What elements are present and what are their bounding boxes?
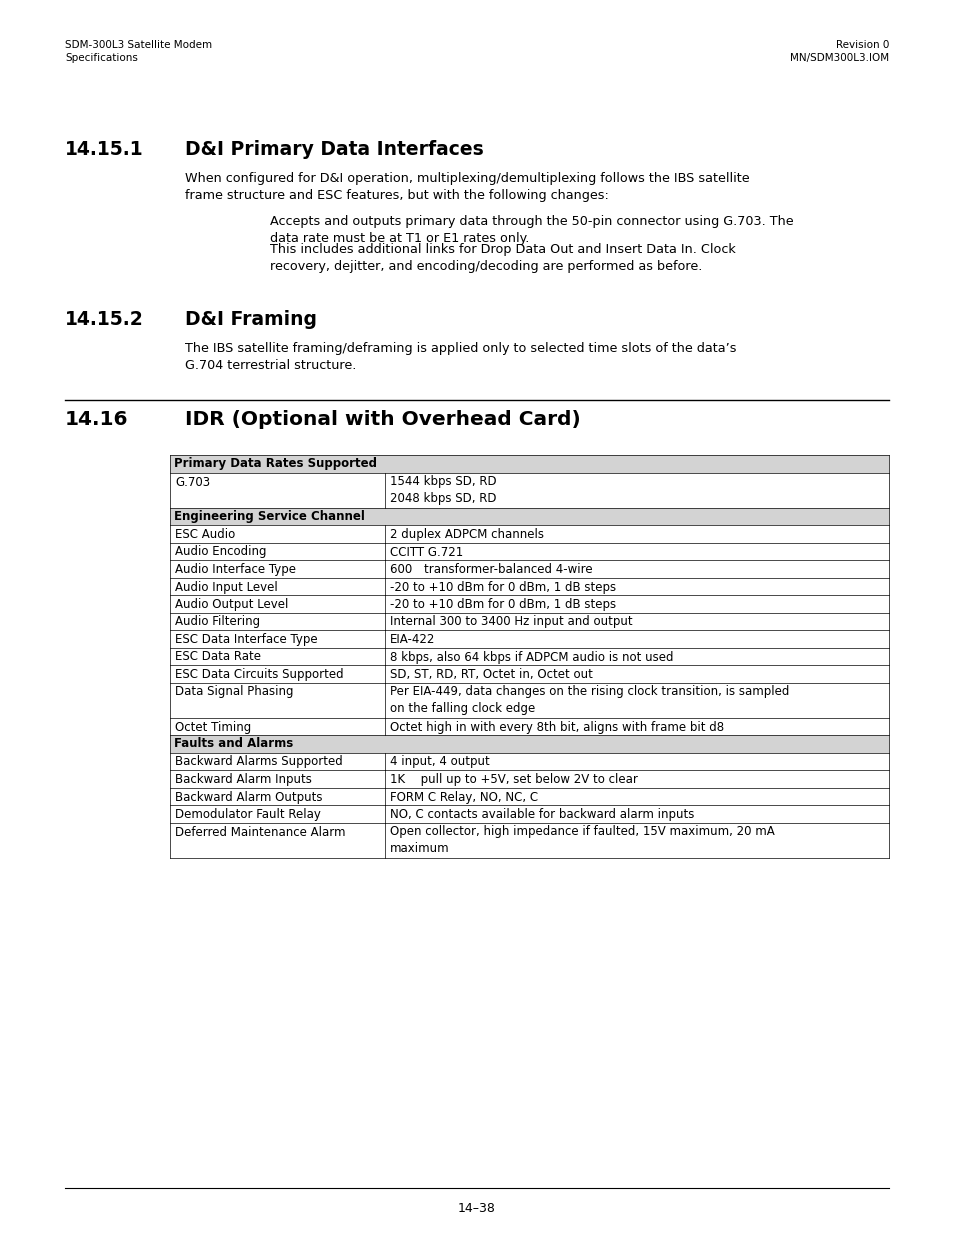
Text: -20 to +10 dBm for 0 dBm, 1 dB steps: -20 to +10 dBm for 0 dBm, 1 dB steps xyxy=(390,580,616,594)
Text: Revision 0: Revision 0 xyxy=(835,40,888,49)
Bar xyxy=(170,473,888,508)
Bar xyxy=(170,542,888,559)
Bar xyxy=(170,805,888,823)
Text: Demodulator Fault Relay: Demodulator Fault Relay xyxy=(174,808,320,821)
Bar xyxy=(170,508,888,525)
Text: MN/SDM300L3.IOM: MN/SDM300L3.IOM xyxy=(789,53,888,63)
Text: EIA-422: EIA-422 xyxy=(390,634,435,646)
Text: FORM C Relay, NO, NC, C: FORM C Relay, NO, NC, C xyxy=(390,790,537,804)
Text: SDM-300L3 Satellite Modem: SDM-300L3 Satellite Modem xyxy=(65,40,212,49)
Text: Open collector, high impedance if faulted, 15V maximum, 20 mA
maximum: Open collector, high impedance if faulte… xyxy=(390,825,774,855)
Text: IDR (Optional with Overhead Card): IDR (Optional with Overhead Card) xyxy=(185,410,580,429)
Bar xyxy=(170,769,888,788)
Bar xyxy=(170,595,888,613)
Text: 1544 kbps SD, RD
2048 kbps SD, RD: 1544 kbps SD, RD 2048 kbps SD, RD xyxy=(390,475,497,505)
Text: 14.16: 14.16 xyxy=(65,410,129,429)
Bar xyxy=(170,559,888,578)
Text: Audio Input Level: Audio Input Level xyxy=(174,580,277,594)
Text: D&I Framing: D&I Framing xyxy=(185,310,316,329)
Text: 4 input, 4 output: 4 input, 4 output xyxy=(390,756,489,768)
Text: 14.15.1: 14.15.1 xyxy=(65,140,144,159)
Text: ESC Audio: ESC Audio xyxy=(174,529,235,541)
Text: D&I Primary Data Interfaces: D&I Primary Data Interfaces xyxy=(185,140,483,159)
Bar xyxy=(170,647,888,664)
Text: Backward Alarm Inputs: Backward Alarm Inputs xyxy=(174,773,312,785)
Text: This includes additional links for Drop Data Out and Insert Data In. Clock
recov: This includes additional links for Drop … xyxy=(270,243,735,273)
Text: Audio Filtering: Audio Filtering xyxy=(174,615,260,629)
Text: Audio Encoding: Audio Encoding xyxy=(174,546,266,558)
Text: 600 transformer-balanced 4-wire: 600 transformer-balanced 4-wire xyxy=(390,563,592,576)
Text: Backward Alarm Outputs: Backward Alarm Outputs xyxy=(174,790,322,804)
Text: Audio Output Level: Audio Output Level xyxy=(174,598,288,611)
Text: Audio Interface Type: Audio Interface Type xyxy=(174,563,295,576)
Bar xyxy=(170,735,888,752)
Text: The IBS satellite framing/deframing is applied only to selected time slots of th: The IBS satellite framing/deframing is a… xyxy=(185,342,736,372)
Text: 14.15.2: 14.15.2 xyxy=(65,310,144,329)
Bar xyxy=(170,823,888,857)
Text: 1K  pull up to +5V, set below 2V to clear: 1K pull up to +5V, set below 2V to clear xyxy=(390,773,638,785)
Text: ESC Data Circuits Supported: ESC Data Circuits Supported xyxy=(174,668,343,680)
Bar xyxy=(170,578,888,595)
Text: ESC Data Interface Type: ESC Data Interface Type xyxy=(174,634,317,646)
Text: Engineering Service Channel: Engineering Service Channel xyxy=(173,510,364,522)
Text: 14–38: 14–38 xyxy=(457,1202,496,1215)
Text: 8 kbps, also 64 kbps if ADPCM audio is not used: 8 kbps, also 64 kbps if ADPCM audio is n… xyxy=(390,651,673,663)
Text: Octet Timing: Octet Timing xyxy=(174,720,251,734)
Text: Deferred Maintenance Alarm: Deferred Maintenance Alarm xyxy=(174,825,345,839)
Bar xyxy=(170,525,888,542)
Bar xyxy=(170,718,888,735)
Text: Faults and Alarms: Faults and Alarms xyxy=(173,737,293,750)
Text: Per EIA-449, data changes on the rising clock transition, is sampled
on the fall: Per EIA-449, data changes on the rising … xyxy=(390,685,788,715)
Bar xyxy=(170,683,888,718)
Text: Internal 300 to 3400 Hz input and output: Internal 300 to 3400 Hz input and output xyxy=(390,615,632,629)
Text: SD, ST, RD, RT, Octet in, Octet out: SD, ST, RD, RT, Octet in, Octet out xyxy=(390,668,592,680)
Text: Accepts and outputs primary data through the 50-pin connector using G.703. The
d: Accepts and outputs primary data through… xyxy=(270,215,793,245)
Bar xyxy=(170,664,888,683)
Text: NO, C contacts available for backward alarm inputs: NO, C contacts available for backward al… xyxy=(390,808,694,821)
Text: Primary Data Rates Supported: Primary Data Rates Supported xyxy=(173,457,376,471)
Text: Specifications: Specifications xyxy=(65,53,138,63)
Bar xyxy=(170,788,888,805)
Text: ESC Data Rate: ESC Data Rate xyxy=(174,651,261,663)
Bar xyxy=(170,454,888,473)
Text: CCITT G.721: CCITT G.721 xyxy=(390,546,463,558)
Bar xyxy=(170,613,888,630)
Text: Backward Alarms Supported: Backward Alarms Supported xyxy=(174,756,342,768)
Text: When configured for D&I operation, multiplexing/demultiplexing follows the IBS s: When configured for D&I operation, multi… xyxy=(185,172,749,203)
Text: G.703: G.703 xyxy=(174,475,210,489)
Text: Octet high in with every 8th bit, aligns with frame bit d8: Octet high in with every 8th bit, aligns… xyxy=(390,720,723,734)
Text: Data Signal Phasing: Data Signal Phasing xyxy=(174,685,294,699)
Text: 2 duplex ADPCM channels: 2 duplex ADPCM channels xyxy=(390,529,543,541)
Text: -20 to +10 dBm for 0 dBm, 1 dB steps: -20 to +10 dBm for 0 dBm, 1 dB steps xyxy=(390,598,616,611)
Bar xyxy=(170,752,888,769)
Bar xyxy=(170,630,888,647)
